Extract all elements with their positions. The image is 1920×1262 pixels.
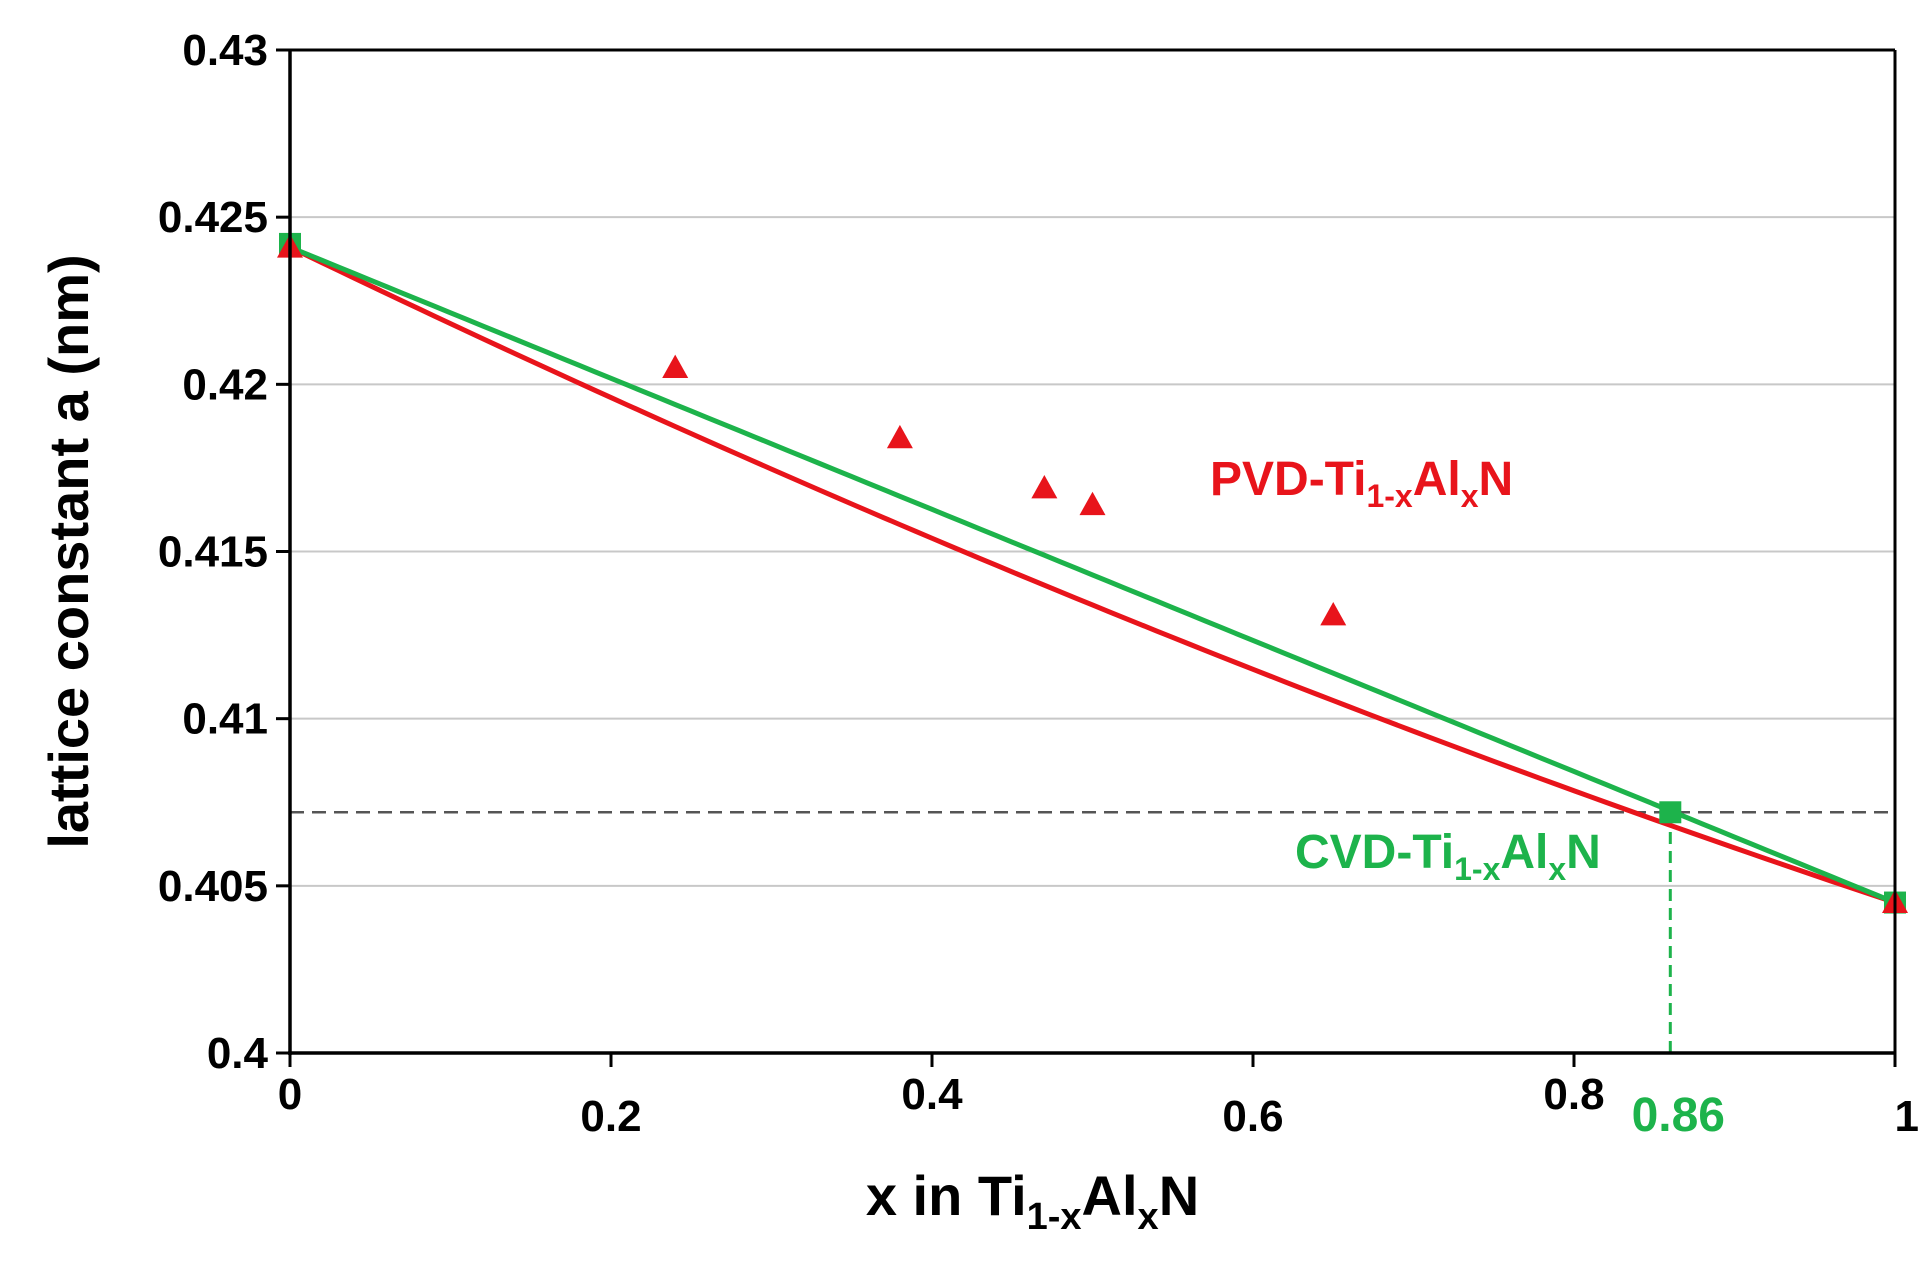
x-tick-label-2: 0.4 <box>901 1070 963 1119</box>
pvd-label-suffix: N <box>1479 453 1514 506</box>
pvd-marker-4 <box>1079 491 1106 516</box>
grid-lines <box>290 216 1895 887</box>
y-tick-label-1: 0.405 <box>158 862 268 911</box>
cvd-label-suffix: N <box>1566 826 1601 879</box>
pvd-marker-2 <box>886 424 913 449</box>
cvd-label-mid: Al <box>1500 826 1548 879</box>
x-086-annotation: 0.86 <box>1632 1089 1725 1142</box>
y-tick-label-2: 0.41 <box>182 695 268 744</box>
tick-labels: 0.4 0.405 0.41 0.415 0.42 0.425 0.43 0 0.2 0.4 0.6… <box>158 26 1919 1141</box>
fit-curves <box>288 244 1896 905</box>
y-tick-label-3: 0.415 <box>158 528 268 577</box>
pvd-marker-5 <box>1320 602 1347 626</box>
y-tick-label-6: 0.43 <box>182 26 268 75</box>
pvd-label-sub1: 1-x <box>1366 478 1412 514</box>
x-title-sub1: 1-x <box>1027 1196 1082 1238</box>
axes <box>276 48 1897 1067</box>
pvd-marker-1 <box>662 354 689 379</box>
x-title-prefix: x in Ti <box>866 1164 1027 1227</box>
cvd-label-sub2: x <box>1548 851 1566 887</box>
y-axis-title: lattice constant a (nm) <box>37 254 100 848</box>
x-tick-label-4: 0.8 <box>1543 1070 1604 1119</box>
fit-curve-pvd <box>288 245 1896 905</box>
cvd-label-sub1: 1-x <box>1454 851 1500 887</box>
x-title-mid: Al <box>1082 1164 1138 1227</box>
x-tick-label-5: 1 <box>1895 1092 1919 1141</box>
x-title-suffix: N <box>1159 1164 1199 1227</box>
cvd-series-label: CVD-Ti1-xAlxN <box>1295 826 1601 887</box>
pvd-series-label: PVD-Ti1-xAlxN <box>1210 453 1513 514</box>
x-tick-label-3: 0.6 <box>1222 1092 1283 1141</box>
x-tick-label-1: 0.2 <box>580 1092 641 1141</box>
y-tick-label-4: 0.42 <box>182 360 268 409</box>
pvd-label-sub2: x <box>1461 478 1479 514</box>
x-title-sub2: x <box>1138 1196 1159 1238</box>
cvd-label-prefix: CVD-Ti <box>1295 826 1454 879</box>
pvd-label-mid: Al <box>1413 453 1461 506</box>
y-tick-label-5: 0.425 <box>158 193 268 242</box>
fit-curve-cvd <box>289 244 1896 905</box>
cvd-marker-1 <box>1659 801 1682 824</box>
x-tick-label-0: 0 <box>278 1070 302 1119</box>
reference-lines <box>290 811 1895 1053</box>
y-tick-label-0: 0.4 <box>207 1029 269 1078</box>
x-axis-title: x in Ti1-xAlxN <box>866 1164 1199 1238</box>
pvd-marker-3 <box>1031 474 1058 499</box>
pvd-label-prefix: PVD-Ti <box>1210 453 1366 506</box>
